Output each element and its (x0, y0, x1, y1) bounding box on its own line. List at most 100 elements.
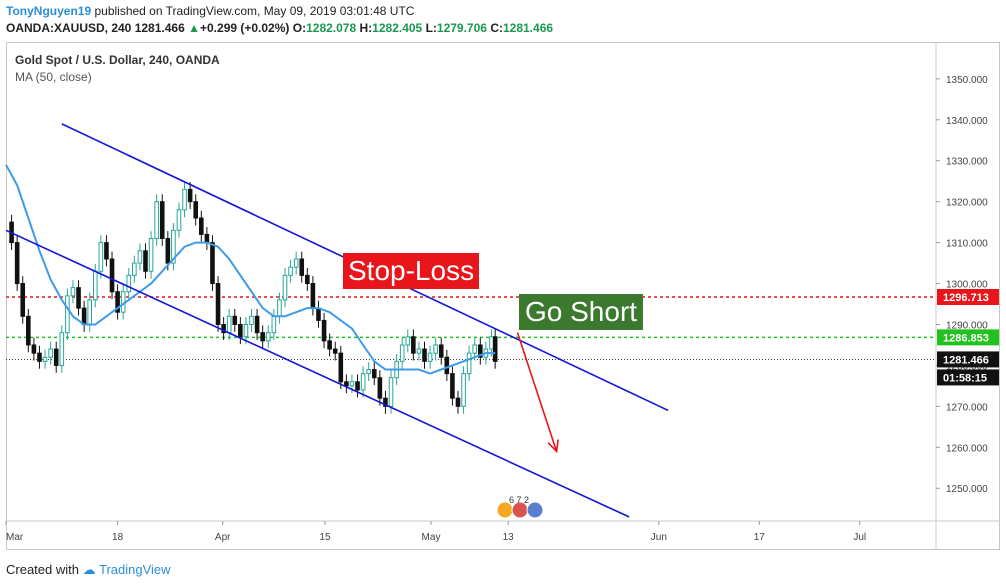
candle-body (293, 258, 299, 268)
candle-body (360, 373, 366, 391)
indicator-label: MA (50, close) (15, 70, 92, 84)
countdown-tag-bg (937, 369, 999, 386)
y-tick-label: 1320.000 (946, 198, 988, 209)
candle-body (422, 348, 427, 362)
candle-body (438, 344, 444, 358)
candle-body (271, 315, 277, 334)
candle-body (277, 299, 282, 317)
open-value: 1282.078 (306, 21, 357, 35)
candle-body (221, 323, 226, 334)
x-tick-label: 17 (754, 532, 766, 543)
candle-body (165, 238, 171, 264)
close-label: C: (490, 21, 503, 35)
ma-50-line (5, 164, 496, 375)
candle-body (215, 283, 221, 325)
candle-body (450, 373, 455, 399)
candle-body (399, 344, 405, 362)
candle-body (416, 348, 422, 354)
candle-body (159, 201, 165, 240)
candle-body (288, 266, 293, 276)
candle-body (109, 258, 115, 293)
candle-body (316, 307, 321, 321)
candle-body (249, 315, 254, 325)
candle-body (193, 201, 199, 219)
candle-body (104, 242, 109, 260)
candle-body (48, 348, 53, 358)
candle-body (126, 274, 132, 293)
last-price: 1281.466 (134, 21, 185, 35)
y-tick-label: 1340.000 (946, 116, 988, 127)
symbol-label: OANDA:XAUUSD, 240 (6, 21, 132, 35)
publish-text: published on TradingView.com, May 09, 20… (94, 4, 415, 18)
y-tick-label: 1300.000 (946, 280, 988, 291)
tradingview-brand[interactable]: TradingView (99, 562, 171, 577)
candle-body (238, 323, 243, 338)
low-label: L: (425, 21, 437, 35)
candle-body (210, 242, 215, 285)
candle-body (176, 209, 182, 231)
x-tick-label: Jul (853, 532, 866, 543)
last-price-tag: 1281.466 (943, 354, 989, 366)
candle-body (299, 258, 305, 276)
candle-body (115, 291, 120, 313)
candle-body (70, 287, 76, 297)
candle-body (26, 315, 31, 346)
candle-body (65, 295, 70, 334)
candle-body (137, 250, 143, 264)
candle-body (232, 315, 238, 325)
candle-body (310, 283, 316, 309)
candle-body (492, 336, 498, 362)
up-arrow-icon: ▲ (188, 21, 200, 35)
candle-body (182, 188, 187, 211)
candle-body (466, 352, 472, 375)
candle-body (199, 217, 204, 235)
candle-body (204, 233, 210, 244)
candle-body (332, 348, 338, 354)
candle-body (143, 250, 148, 272)
countdown-tag: 01:58:15 (943, 372, 987, 384)
candle-body (254, 315, 260, 334)
candle-body (81, 307, 87, 325)
candle-body (260, 332, 265, 342)
candle-body (243, 323, 249, 338)
candle-body (282, 274, 288, 301)
candle-body (478, 344, 483, 358)
chart-title: Gold Spot / U.S. Dollar, 240, OANDA (15, 53, 220, 67)
x-tick-label: Jun (651, 532, 667, 543)
candle-body (187, 188, 193, 203)
chart-frame (6, 42, 1000, 550)
candle-body (427, 352, 433, 362)
candle-body (171, 229, 176, 264)
candle-body (338, 352, 344, 383)
tradingview-logo-icon: ☁ (82, 562, 96, 577)
candle-body (53, 348, 59, 366)
last-price-tag-bg (937, 351, 999, 368)
high-label: H: (359, 21, 373, 35)
y-tick-label: 1290.000 (946, 320, 988, 331)
candle-body (455, 397, 461, 407)
created-with-text: Created with (6, 562, 79, 577)
channel-lower-line (5, 229, 630, 518)
y-tick-label: 1250.000 (946, 484, 988, 495)
entry-price-tag-bg (937, 329, 999, 346)
candle-body (154, 201, 159, 240)
candle-body (444, 356, 450, 375)
y-tick-label: 1330.000 (946, 157, 988, 168)
candle-body (42, 356, 48, 362)
author-link[interactable]: TonyNguyen19 (6, 4, 92, 18)
go-short-label: Go Short (519, 294, 644, 330)
event-flag-icon (526, 501, 544, 519)
footer: Created with ☁ TradingView (6, 562, 171, 578)
candle-body (472, 344, 478, 354)
short-arrow-line (516, 332, 558, 452)
y-tick-label: 1260.000 (946, 443, 988, 454)
candle-body (366, 369, 371, 375)
candle-body (377, 377, 383, 399)
candle-body (305, 274, 310, 285)
ohlc-bar: OANDA:XAUUSD, 240 1281.466 ▲+0.299 (+0.0… (6, 21, 553, 35)
open-label: O: (292, 21, 307, 35)
candle-body (265, 332, 271, 342)
close-value: 1281.466 (502, 21, 554, 35)
candle-body (489, 336, 494, 350)
